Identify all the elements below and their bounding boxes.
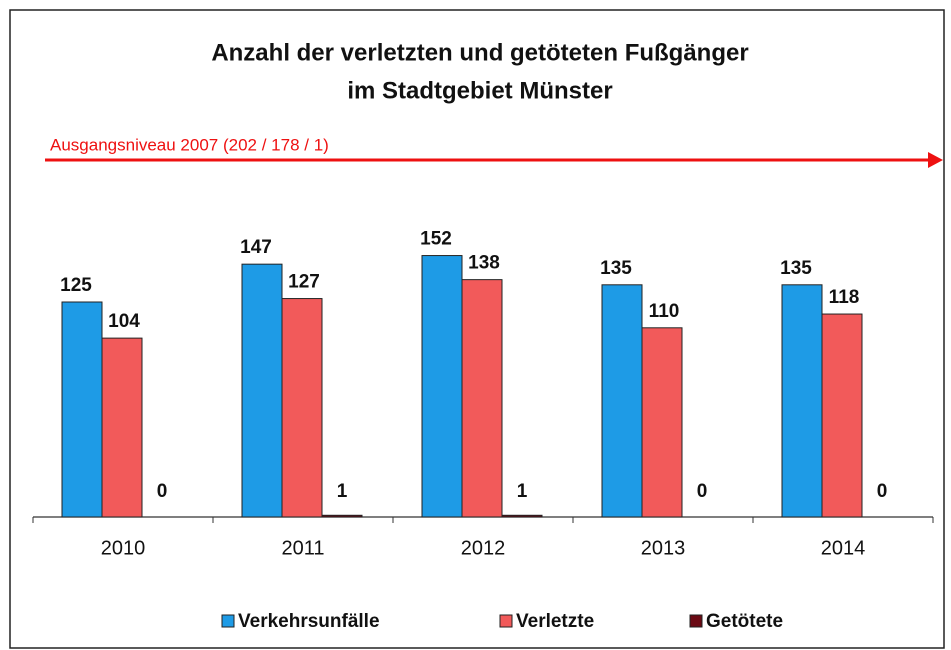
- data-label: 147: [240, 237, 272, 258]
- data-label: 0: [157, 481, 168, 502]
- legend-swatch: [689, 614, 703, 628]
- data-label: 135: [600, 258, 632, 279]
- data-label: 135: [780, 258, 812, 279]
- arrow-head: [928, 152, 943, 168]
- legend-swatch: [499, 614, 513, 628]
- bar: [61, 301, 103, 518]
- data-label: 138: [468, 253, 500, 274]
- data-label: 1: [337, 481, 348, 502]
- bar: [281, 298, 323, 518]
- bar: [641, 327, 683, 518]
- data-label: 110: [649, 301, 680, 322]
- data-label: 152: [420, 229, 452, 250]
- x-tick-label: 2013: [641, 537, 686, 559]
- x-tick-label: 2011: [281, 537, 324, 559]
- bar: [821, 313, 863, 518]
- bar: [421, 255, 463, 518]
- chart-title: im Stadtgebiet Münster: [347, 77, 612, 104]
- x-tick-label: 2012: [461, 537, 506, 559]
- legend-label: Verletzte: [516, 611, 594, 632]
- data-label: 125: [60, 275, 92, 296]
- legend-swatch: [221, 614, 235, 628]
- bar: [241, 263, 283, 518]
- bar: [101, 337, 143, 518]
- bar: [321, 514, 363, 518]
- bar: [461, 279, 503, 518]
- bar: [601, 284, 643, 518]
- data-label: 1: [517, 481, 528, 502]
- data-label: 104: [108, 311, 140, 332]
- bar: [781, 284, 823, 518]
- data-label: 127: [288, 272, 320, 293]
- data-label: 118: [829, 287, 860, 308]
- legend-label: Verkehrsunfälle: [238, 611, 380, 632]
- annotation: Ausgangsniveau 2007 (202 / 178 / 1): [50, 135, 329, 154]
- x-tick-label: 2010: [101, 537, 146, 559]
- data-label: 0: [877, 481, 888, 502]
- legend-label: Getötete: [706, 611, 783, 632]
- bar: [501, 514, 543, 518]
- chart-title: Anzahl der verletzten und getöteten Fußg…: [211, 39, 748, 66]
- data-label: 0: [697, 481, 708, 502]
- x-tick-label: 2014: [821, 537, 866, 559]
